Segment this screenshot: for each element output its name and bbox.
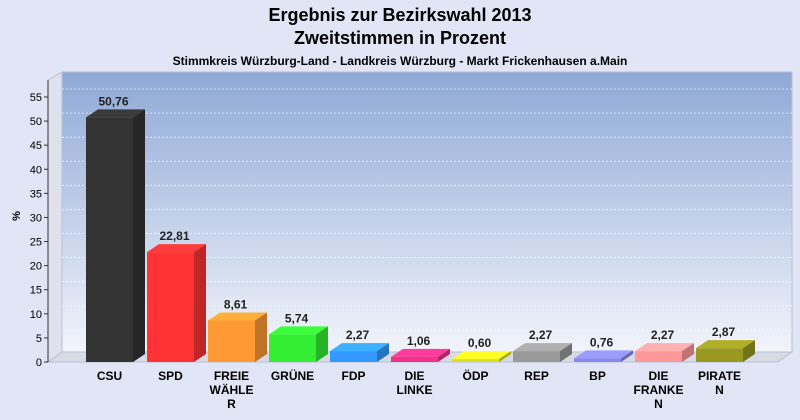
y-tick-label: 40 xyxy=(30,164,42,176)
bar-4 xyxy=(330,351,377,362)
bar-top-3 xyxy=(269,326,328,335)
y-tick-label: 20 xyxy=(30,261,42,273)
bar-7 xyxy=(513,351,560,362)
bar-0 xyxy=(86,117,133,362)
y-tick-label: 25 xyxy=(30,237,42,249)
x-tick-label: PIRATE N xyxy=(698,369,741,397)
bar-top-9 xyxy=(635,343,694,352)
bar-side-3 xyxy=(316,326,328,362)
bar-top-5 xyxy=(391,348,450,357)
bar-top-0 xyxy=(86,109,145,118)
x-tick-label: ÖDP xyxy=(462,368,488,383)
bar-top-6 xyxy=(452,351,511,360)
x-tick-label: BP xyxy=(589,369,606,383)
y-tick-label: 10 xyxy=(30,309,42,321)
bar-side-9 xyxy=(682,343,694,362)
bar-value-label: 5,74 xyxy=(285,311,309,325)
x-tick-label: DIE FRANKE N xyxy=(634,369,684,411)
x-tick-label: DIE LINKE xyxy=(397,369,433,397)
bar-side-5 xyxy=(438,348,450,362)
bar-value-label: 2,27 xyxy=(529,328,553,342)
bar-10 xyxy=(696,348,743,362)
bar-side-4 xyxy=(377,343,389,362)
bar-value-label: 0,76 xyxy=(590,335,614,349)
bar-side-10 xyxy=(743,340,755,362)
bar-value-label: 50,76 xyxy=(98,94,128,108)
x-tick-label: FREIE WÄHLE R xyxy=(210,369,254,411)
bar-value-label: 22,81 xyxy=(159,229,189,243)
bar-8 xyxy=(574,358,621,362)
bar-3 xyxy=(269,334,316,362)
bar-value-label: 1,06 xyxy=(407,334,431,348)
bar-side-7 xyxy=(560,343,572,362)
y-tick-label: 50 xyxy=(30,116,42,128)
y-tick-label: 0 xyxy=(36,357,42,369)
bar-side-1 xyxy=(194,244,206,362)
bar-side-8 xyxy=(621,350,633,362)
bar-side-6 xyxy=(499,351,511,362)
x-tick-label: REP xyxy=(524,369,549,383)
bar-1 xyxy=(147,252,194,362)
chart-title-line2: Zweitstimmen in Prozent xyxy=(293,28,507,48)
x-tick-label: FDP xyxy=(342,369,366,383)
plot-side-wall xyxy=(47,71,63,363)
bar-value-label: 2,87 xyxy=(712,325,736,339)
y-tick-label: 30 xyxy=(30,212,42,224)
chart-title: Ergebnis zur Bezirkswahl 2013 xyxy=(268,5,532,25)
y-tick-label: 55 xyxy=(30,92,42,104)
bar-top-1 xyxy=(147,244,206,253)
y-tick-label: 35 xyxy=(30,188,42,200)
bar-top-2 xyxy=(208,312,267,321)
x-tick-label: GRÜNE xyxy=(271,368,314,383)
x-tick-label: CSU xyxy=(97,369,122,383)
bar-value-label: 2,27 xyxy=(651,328,675,342)
bar-top-7 xyxy=(513,343,572,352)
bar-6 xyxy=(452,359,499,362)
bar-value-label: 0,60 xyxy=(468,336,492,350)
y-tick-label: 45 xyxy=(30,140,42,152)
y-tick-label: 15 xyxy=(30,285,42,297)
y-tick-label: 5 xyxy=(36,333,42,345)
bar-top-4 xyxy=(330,343,389,352)
bar-side-0 xyxy=(133,109,145,362)
bar-5 xyxy=(391,356,438,362)
bar-top-8 xyxy=(574,350,633,359)
chart-subtitle: Stimmkreis Würzburg-Land - Landkreis Wür… xyxy=(172,54,628,68)
bar-value-label: 8,61 xyxy=(224,298,248,312)
bar-top-10 xyxy=(696,340,755,349)
x-tick-label: SPD xyxy=(158,369,183,383)
bar-value-label: 2,27 xyxy=(346,328,370,342)
bar-2 xyxy=(208,320,255,362)
bar-9 xyxy=(635,351,682,362)
bar-side-2 xyxy=(255,312,267,362)
